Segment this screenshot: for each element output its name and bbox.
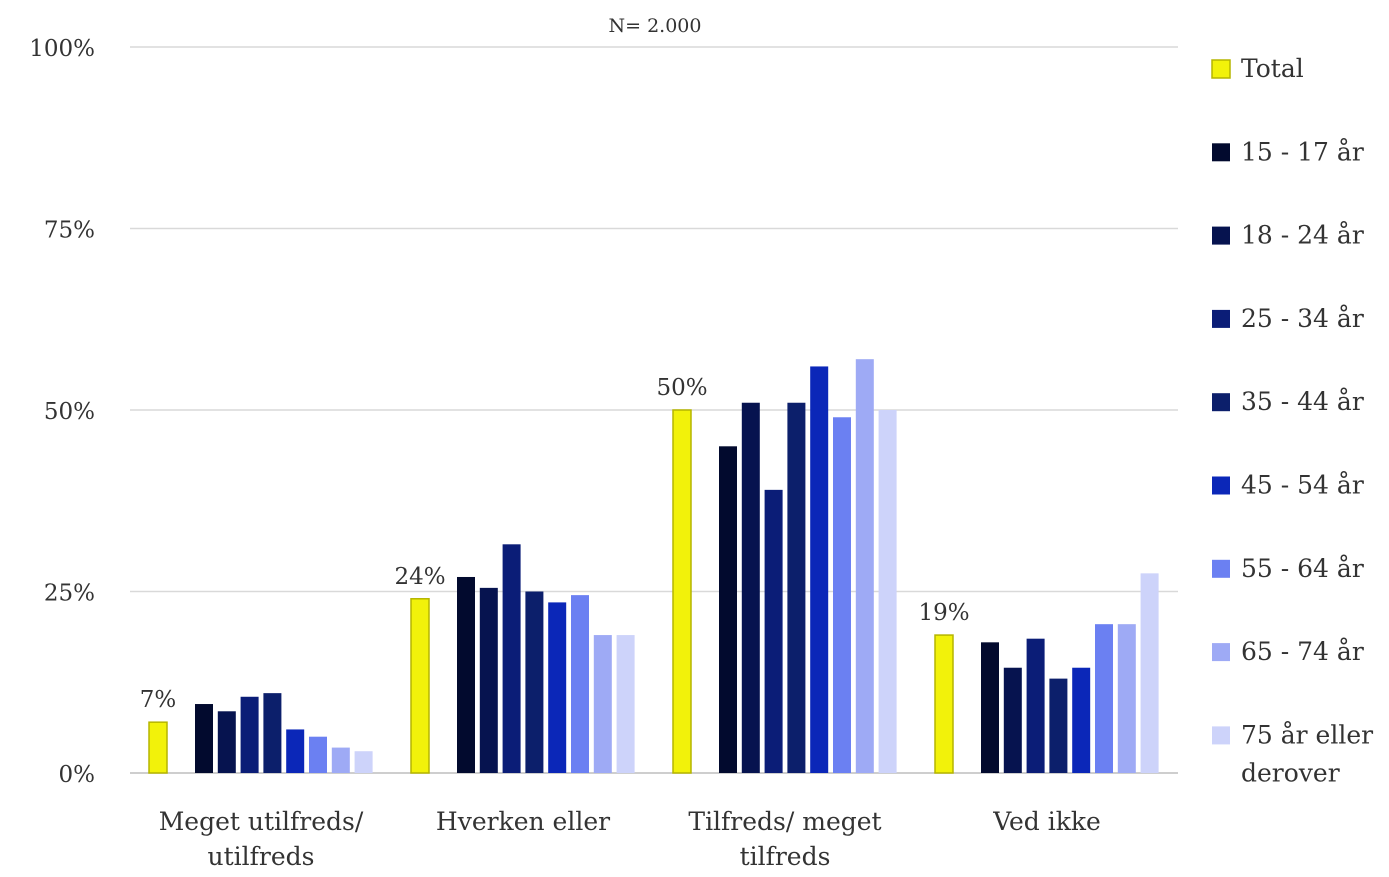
bar-6-1 xyxy=(571,595,589,773)
legend-swatch xyxy=(1212,226,1230,245)
y-tick-label: 100% xyxy=(29,36,95,62)
data-label: 50% xyxy=(656,375,707,401)
bar-1-1 xyxy=(457,576,475,773)
bar-4-2 xyxy=(787,402,806,773)
bar-8-0 xyxy=(354,751,373,773)
bar-6-0 xyxy=(309,736,327,773)
bar-4-3 xyxy=(1049,678,1068,773)
legend-swatch xyxy=(1211,59,1231,79)
legend-swatch xyxy=(1212,726,1230,745)
bar-2-0 xyxy=(217,711,236,773)
bars xyxy=(148,359,1159,774)
bar-2-2 xyxy=(741,402,760,773)
data-label: 24% xyxy=(394,564,445,590)
bar-5-2 xyxy=(810,366,829,773)
bar-8-2 xyxy=(878,410,897,773)
legend-label: 65 - 74 år xyxy=(1241,637,1364,666)
bar-4-0 xyxy=(263,693,282,773)
bar-5-3 xyxy=(1072,667,1091,773)
legend-label: 45 - 54 år xyxy=(1241,471,1364,500)
x-tick-label: Meget utilfreds/ xyxy=(159,807,364,836)
bar-1-0 xyxy=(195,704,213,773)
x-tick-label: utilfreds xyxy=(208,842,315,871)
x-tick-label: Tilfreds/ meget xyxy=(688,807,881,836)
legend: Total 15 - 17 år 18 - 24 år 25 - 34 år 35 - … xyxy=(1211,54,1373,787)
data-label: 19% xyxy=(918,600,969,626)
x-tick-label: tilfreds xyxy=(740,842,831,871)
legend-label: 15 - 17 år xyxy=(1241,137,1364,166)
legend-label: derover xyxy=(1241,758,1340,787)
legend-swatch xyxy=(1212,309,1230,328)
bar-0-2 xyxy=(672,409,692,774)
bar-0-0 xyxy=(148,721,168,774)
bar-3-0 xyxy=(240,696,259,773)
legend-label: 75 år eller xyxy=(1241,720,1373,749)
legend-label: 35 - 44 år xyxy=(1241,387,1364,416)
bar-6-2 xyxy=(833,417,851,773)
x-tick-label: Ved ikke xyxy=(992,807,1101,836)
bar-1-2 xyxy=(719,446,737,773)
bar-2-1 xyxy=(479,587,498,773)
legend-label: 25 - 34 år xyxy=(1241,304,1364,333)
bar-7-2 xyxy=(855,359,874,773)
y-tick-label: 75% xyxy=(44,218,95,244)
bar-0-1 xyxy=(410,598,430,774)
bar-3-2 xyxy=(764,489,783,773)
y-axis: 0% 25% 50% 75% 100% xyxy=(29,36,95,788)
chart-subtitle: N= 2.000 xyxy=(609,15,702,37)
legend-swatch xyxy=(1212,643,1230,662)
bar-3-3 xyxy=(1026,638,1045,773)
legend-swatch xyxy=(1212,559,1230,578)
gridlines xyxy=(130,46,1178,774)
legend-label: 18 - 24 år xyxy=(1241,221,1364,250)
bar-2-3 xyxy=(1003,667,1022,773)
y-tick-label: 50% xyxy=(44,399,95,425)
legend-label: 55 - 64 år xyxy=(1241,554,1364,583)
bar-5-1 xyxy=(548,602,567,773)
x-tick-label: Hverken eller xyxy=(436,807,610,836)
bar-5-0 xyxy=(286,729,305,773)
bar-7-3 xyxy=(1117,624,1136,773)
bar-0-3 xyxy=(934,634,954,774)
data-labels: 7% 24% 50% 19% xyxy=(140,375,970,713)
bar-7-1 xyxy=(593,635,612,773)
bar-6-3 xyxy=(1095,624,1113,773)
legend-label: Total xyxy=(1241,54,1304,83)
legend-swatch xyxy=(1212,476,1230,495)
bar-8-1 xyxy=(616,635,635,773)
data-label: 7% xyxy=(140,687,177,713)
legend-swatch xyxy=(1212,143,1230,162)
bar-7-0 xyxy=(331,747,350,773)
legend-swatch xyxy=(1212,393,1230,412)
bar-8-3 xyxy=(1140,573,1159,773)
x-axis: Meget utilfreds/utilfreds Hverken eller Ti… xyxy=(159,807,1101,871)
y-tick-label: 0% xyxy=(59,762,96,788)
bar-3-1 xyxy=(502,544,521,773)
bar-1-3 xyxy=(981,642,999,773)
bar-4-1 xyxy=(525,591,544,773)
y-tick-label: 25% xyxy=(44,581,95,607)
